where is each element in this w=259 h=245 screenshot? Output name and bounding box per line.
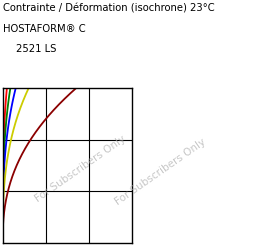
Text: Contrainte / Déformation (isochrone) 23°C: Contrainte / Déformation (isochrone) 23°… [3, 4, 214, 14]
Text: 2521 LS: 2521 LS [16, 44, 56, 54]
Text: For Subscribers Only: For Subscribers Only [113, 136, 208, 207]
Text: HOSTAFORM® C: HOSTAFORM® C [3, 24, 85, 35]
Text: For Subscribers Only: For Subscribers Only [33, 133, 127, 204]
